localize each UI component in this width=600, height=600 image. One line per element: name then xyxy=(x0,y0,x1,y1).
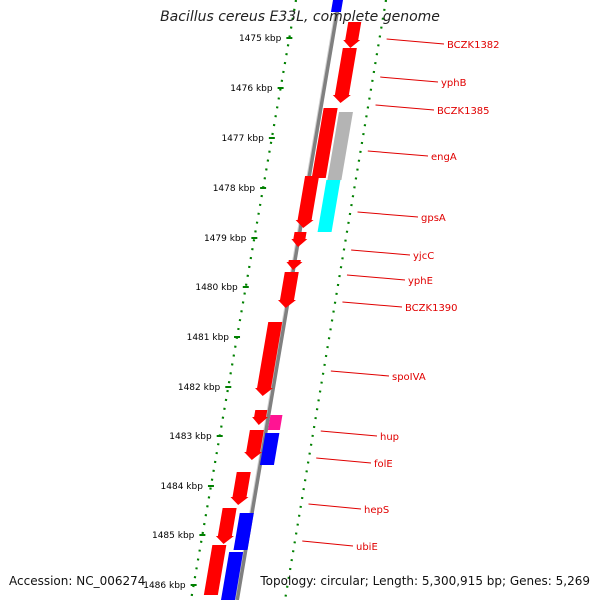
leader-line xyxy=(330,370,390,377)
gene-yphB xyxy=(332,48,357,103)
scale-label: 1478 kbp xyxy=(213,184,256,194)
feature-folE-blue xyxy=(259,433,280,465)
gene-folE xyxy=(244,430,264,460)
scale-label: 1475 kbp xyxy=(239,34,282,44)
gene-engA xyxy=(295,176,320,228)
gene-next-red xyxy=(203,545,227,595)
leader-line xyxy=(357,211,419,218)
scale-label: 1482 kbp xyxy=(178,383,221,393)
gene-hup xyxy=(252,410,269,425)
scale-label: 1480 kbp xyxy=(195,283,238,293)
leader-line xyxy=(375,104,435,111)
feature-top-blue xyxy=(330,0,343,12)
leader-line xyxy=(346,274,406,281)
gene-label: yphE xyxy=(408,276,433,287)
map-title: Bacillus cereus E33L, complete genome xyxy=(160,9,440,25)
gene-label: gpsA xyxy=(421,213,446,224)
leader-line xyxy=(351,249,411,256)
gene-yjcC xyxy=(291,232,308,247)
gene-label: hepS xyxy=(364,505,389,516)
gene-label: yphB xyxy=(441,78,467,89)
gene-hepS xyxy=(230,472,251,505)
gene-yphE xyxy=(286,260,303,270)
leader-line xyxy=(367,150,429,157)
gene-label: hup xyxy=(380,432,399,443)
scale-label: 1485 kbp xyxy=(152,531,195,541)
scale-label: 1484 kbp xyxy=(161,482,204,492)
gene-label: folE xyxy=(374,459,393,470)
feature-engA-gray xyxy=(327,112,353,180)
scale-label: 1479 kbp xyxy=(204,234,247,244)
scale-label: 1476 kbp xyxy=(230,84,273,94)
feature-track xyxy=(203,0,362,600)
leader-line xyxy=(316,457,372,464)
scale-label: 1483 kbp xyxy=(169,432,212,442)
feature-next-blue xyxy=(221,552,244,600)
leader-line xyxy=(342,301,403,308)
gene-label: BCZK1382 xyxy=(447,40,500,51)
feature-hup-pink xyxy=(267,415,283,430)
gene-label: BCZK1385 xyxy=(437,106,490,117)
scale-label: 1486 kbp xyxy=(143,581,186,591)
gene-bczk1390 xyxy=(278,272,299,308)
leader-line xyxy=(386,38,445,45)
gene-spoIVA xyxy=(255,322,283,396)
feature-ubiE-blue xyxy=(233,513,254,550)
gene-bczk1382 xyxy=(343,22,362,48)
gene-bczk1385 xyxy=(311,108,338,178)
leader-line xyxy=(320,430,378,437)
gene-label: yjcC xyxy=(413,251,434,262)
scale-label: 1481 kbp xyxy=(187,333,230,343)
leader-line xyxy=(380,76,439,83)
gene-label: engA xyxy=(431,152,457,163)
leader-line xyxy=(308,503,362,510)
leader-line xyxy=(302,540,354,547)
accession-text: Accession: NC_006274 xyxy=(9,574,146,588)
gene-labels: BCZK1382 yphB BCZK1385 engA gpsA yjcC yphE BCZK… xyxy=(356,40,500,553)
genome-summary-text: Topology: circular; Length: 5,300,915 bp… xyxy=(260,574,590,588)
gene-label: ubiE xyxy=(356,542,378,553)
gene-label: spoIVA xyxy=(392,372,426,383)
gene-ubiE xyxy=(215,508,237,544)
feature-gpsA-cyan xyxy=(317,180,341,232)
gene-label: BCZK1390 xyxy=(405,303,458,314)
scale-label: 1477 kbp xyxy=(221,134,264,144)
label-leaders xyxy=(302,38,445,547)
kbp-scale: 1475 kbp 1476 kbp 1477 kbp 1478 kbp 1479 kbp… xyxy=(143,34,293,591)
